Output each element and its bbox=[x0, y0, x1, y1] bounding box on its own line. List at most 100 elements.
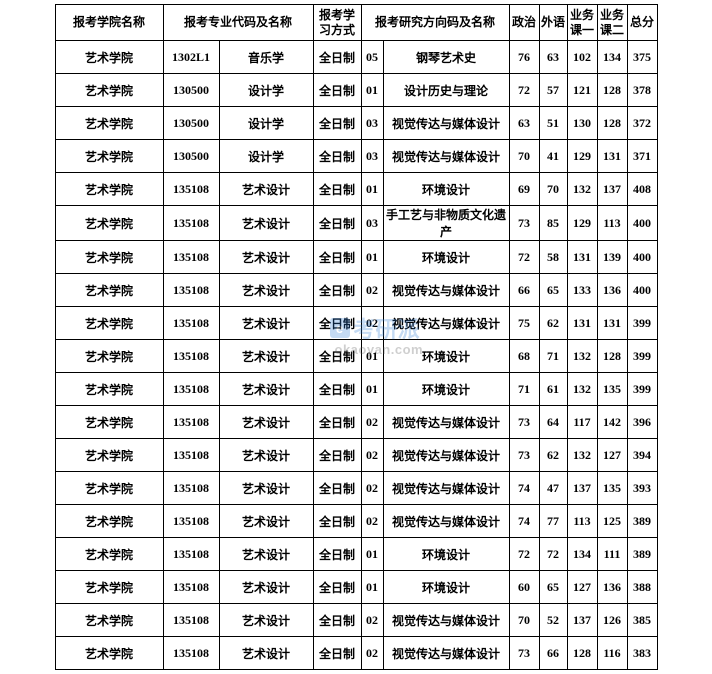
major-name: 设计学 bbox=[219, 140, 313, 173]
college: 艺术学院 bbox=[55, 472, 163, 505]
score-total: 394 bbox=[627, 439, 657, 472]
direction-code: 03 bbox=[361, 206, 383, 241]
table-row: 艺术学院135108艺术设计全日制03手工艺与非物质文化遗产7385129113… bbox=[55, 206, 657, 241]
score-foreign: 65 bbox=[539, 571, 567, 604]
score-foreign: 77 bbox=[539, 505, 567, 538]
score-politics: 72 bbox=[509, 538, 539, 571]
college: 艺术学院 bbox=[55, 406, 163, 439]
direction-code: 01 bbox=[361, 173, 383, 206]
college: 艺术学院 bbox=[55, 538, 163, 571]
score-course2: 131 bbox=[597, 140, 627, 173]
score-course1: 129 bbox=[567, 140, 597, 173]
direction-name: 环境设计 bbox=[383, 340, 509, 373]
score-foreign: 85 bbox=[539, 206, 567, 241]
header-course2: 业务课二 bbox=[597, 5, 627, 41]
score-politics: 74 bbox=[509, 472, 539, 505]
major-code: 135108 bbox=[163, 173, 219, 206]
direction-name: 视觉传达与媒体设计 bbox=[383, 307, 509, 340]
score-total: 375 bbox=[627, 41, 657, 74]
header-major: 报考专业代码及名称 bbox=[163, 5, 313, 41]
score-foreign: 51 bbox=[539, 107, 567, 140]
major-name: 艺术设计 bbox=[219, 173, 313, 206]
score-course2: 135 bbox=[597, 472, 627, 505]
major-name: 艺术设计 bbox=[219, 538, 313, 571]
study-mode: 全日制 bbox=[313, 472, 361, 505]
study-mode: 全日制 bbox=[313, 107, 361, 140]
score-total: 393 bbox=[627, 472, 657, 505]
score-foreign: 71 bbox=[539, 340, 567, 373]
score-course2: 128 bbox=[597, 74, 627, 107]
major-name: 艺术设计 bbox=[219, 505, 313, 538]
direction-code: 03 bbox=[361, 107, 383, 140]
score-course2: 131 bbox=[597, 307, 627, 340]
direction-name: 视觉传达与媒体设计 bbox=[383, 107, 509, 140]
score-course1: 102 bbox=[567, 41, 597, 74]
direction-name: 环境设计 bbox=[383, 241, 509, 274]
major-code: 135108 bbox=[163, 340, 219, 373]
college: 艺术学院 bbox=[55, 173, 163, 206]
direction-name: 环境设计 bbox=[383, 538, 509, 571]
score-course2: 128 bbox=[597, 107, 627, 140]
score-politics: 72 bbox=[509, 74, 539, 107]
score-course1: 131 bbox=[567, 307, 597, 340]
table-row: 艺术学院135108艺术设计全日制01环境设计6970132137408 bbox=[55, 173, 657, 206]
major-code: 135108 bbox=[163, 406, 219, 439]
study-mode: 全日制 bbox=[313, 373, 361, 406]
score-foreign: 62 bbox=[539, 439, 567, 472]
score-foreign: 64 bbox=[539, 406, 567, 439]
direction-name: 视觉传达与媒体设计 bbox=[383, 406, 509, 439]
direction-name: 视觉传达与媒体设计 bbox=[383, 505, 509, 538]
college: 艺术学院 bbox=[55, 140, 163, 173]
score-course1: 132 bbox=[567, 173, 597, 206]
score-politics: 60 bbox=[509, 571, 539, 604]
study-mode: 全日制 bbox=[313, 241, 361, 274]
direction-code: 02 bbox=[361, 307, 383, 340]
score-total: 388 bbox=[627, 571, 657, 604]
score-total: 389 bbox=[627, 505, 657, 538]
score-course1: 137 bbox=[567, 472, 597, 505]
direction-name: 视觉传达与媒体设计 bbox=[383, 472, 509, 505]
score-course2: 127 bbox=[597, 439, 627, 472]
score-course1: 113 bbox=[567, 505, 597, 538]
score-course1: 121 bbox=[567, 74, 597, 107]
header-college: 报考学院名称 bbox=[55, 5, 163, 41]
table-wrapper: 报考学院名称 报考专业代码及名称 报考学习方式 报考研究方向码及名称 政治 外语… bbox=[55, 4, 658, 670]
direction-name: 视觉传达与媒体设计 bbox=[383, 637, 509, 670]
major-code: 130500 bbox=[163, 140, 219, 173]
table-row: 艺术学院135108艺术设计全日制02视觉传达与媒体设计736411714239… bbox=[55, 406, 657, 439]
direction-code: 02 bbox=[361, 637, 383, 670]
score-politics: 71 bbox=[509, 373, 539, 406]
score-foreign: 58 bbox=[539, 241, 567, 274]
study-mode: 全日制 bbox=[313, 340, 361, 373]
score-politics: 73 bbox=[509, 206, 539, 241]
college: 艺术学院 bbox=[55, 439, 163, 472]
score-politics: 74 bbox=[509, 505, 539, 538]
score-foreign: 70 bbox=[539, 173, 567, 206]
college: 艺术学院 bbox=[55, 241, 163, 274]
score-foreign: 62 bbox=[539, 307, 567, 340]
header-foreign: 外语 bbox=[539, 5, 567, 41]
table-row: 艺术学院130500设计学全日制03视觉传达与媒体设计7041129131371 bbox=[55, 140, 657, 173]
college: 艺术学院 bbox=[55, 571, 163, 604]
score-total: 385 bbox=[627, 604, 657, 637]
study-mode: 全日制 bbox=[313, 604, 361, 637]
direction-code: 01 bbox=[361, 74, 383, 107]
direction-code: 02 bbox=[361, 604, 383, 637]
major-name: 艺术设计 bbox=[219, 274, 313, 307]
direction-code: 05 bbox=[361, 41, 383, 74]
college: 艺术学院 bbox=[55, 373, 163, 406]
score-course2: 136 bbox=[597, 571, 627, 604]
major-name: 艺术设计 bbox=[219, 206, 313, 241]
score-foreign: 47 bbox=[539, 472, 567, 505]
college: 艺术学院 bbox=[55, 505, 163, 538]
score-total: 400 bbox=[627, 274, 657, 307]
major-code: 135108 bbox=[163, 206, 219, 241]
major-code: 135108 bbox=[163, 505, 219, 538]
major-code: 135108 bbox=[163, 637, 219, 670]
major-code: 135108 bbox=[163, 274, 219, 307]
direction-name: 环境设计 bbox=[383, 173, 509, 206]
score-politics: 66 bbox=[509, 274, 539, 307]
score-foreign: 66 bbox=[539, 637, 567, 670]
study-mode: 全日制 bbox=[313, 505, 361, 538]
score-politics: 73 bbox=[509, 637, 539, 670]
